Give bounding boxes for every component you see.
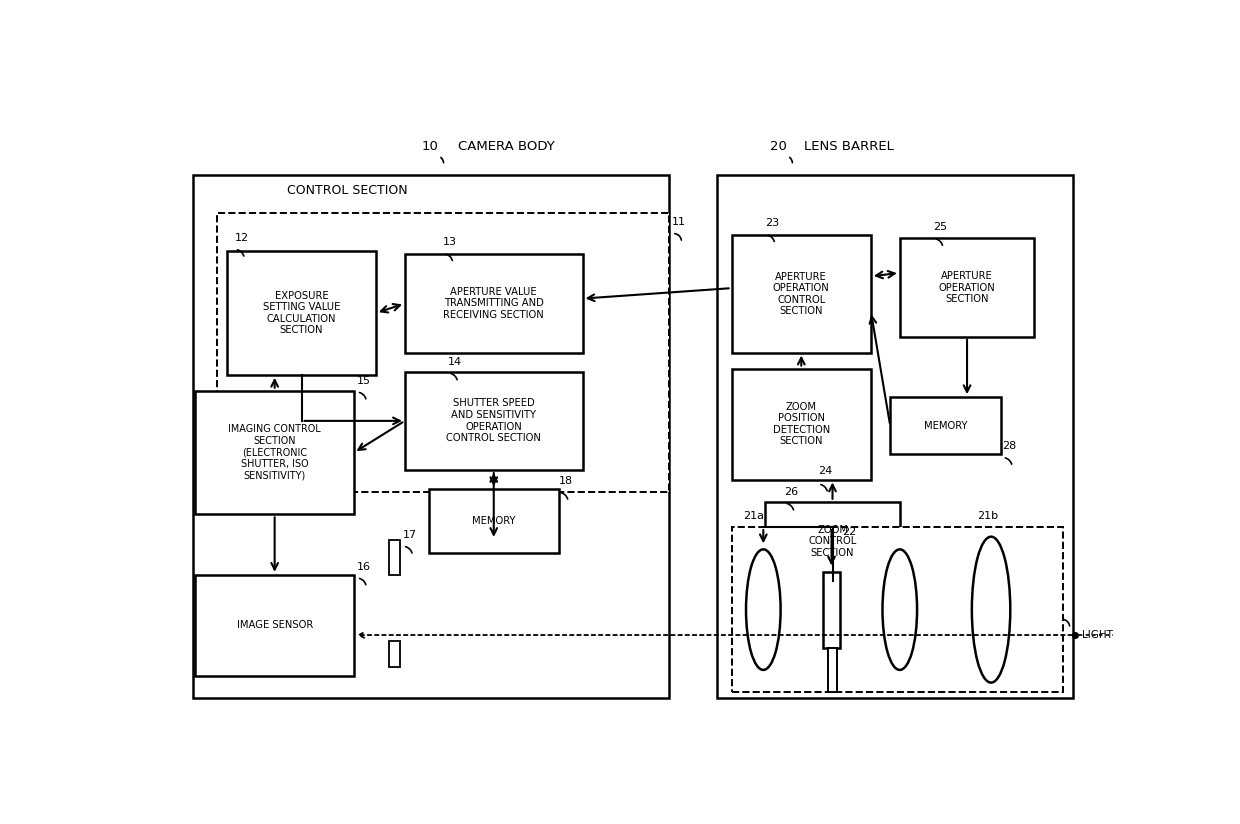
Text: MEMORY: MEMORY [472, 516, 516, 526]
Bar [404, 255, 583, 353]
Text: 26: 26 [785, 487, 799, 497]
Text: 21a: 21a [743, 511, 764, 521]
Bar [388, 641, 401, 667]
Bar [404, 372, 583, 470]
Text: 13: 13 [444, 237, 458, 247]
Bar [227, 251, 376, 375]
Text: IMAGE SENSOR: IMAGE SENSOR [237, 620, 312, 630]
Bar [732, 368, 870, 480]
Text: 12: 12 [234, 233, 249, 243]
Text: 11: 11 [672, 217, 686, 227]
Ellipse shape [972, 536, 1011, 682]
Text: CONTROL SECTION: CONTROL SECTION [286, 185, 408, 197]
Ellipse shape [746, 550, 781, 670]
Ellipse shape [883, 550, 918, 670]
Bar [196, 391, 353, 514]
Text: 22: 22 [842, 527, 857, 536]
Text: 16: 16 [357, 562, 371, 572]
Bar [732, 527, 1063, 692]
Text: APERTURE VALUE
TRANSMITTING AND
RECEIVING SECTION: APERTURE VALUE TRANSMITTING AND RECEIVIN… [444, 287, 544, 320]
Text: 20: 20 [770, 140, 787, 152]
Text: 15: 15 [357, 376, 371, 386]
Bar [900, 238, 1034, 337]
Text: 14: 14 [448, 357, 463, 367]
Text: 17: 17 [403, 530, 417, 540]
Bar [828, 648, 837, 692]
Text: MEMORY: MEMORY [924, 420, 967, 431]
Text: 24: 24 [818, 466, 832, 476]
Text: EXPOSURE
SETTING VALUE
CALCULATION
SECTION: EXPOSURE SETTING VALUE CALCULATION SECTI… [263, 291, 340, 335]
Text: LIGHT: LIGHT [1083, 630, 1114, 640]
Text: APERTURE
OPERATION
CONTROL
SECTION: APERTURE OPERATION CONTROL SECTION [773, 272, 830, 316]
Bar [732, 236, 870, 353]
Text: 10: 10 [422, 140, 439, 152]
Bar [388, 540, 401, 575]
Text: CAMERA BODY: CAMERA BODY [458, 140, 554, 152]
Text: 25: 25 [934, 222, 947, 232]
Text: 18: 18 [558, 476, 573, 486]
Text: APERTURE
OPERATION
SECTION: APERTURE OPERATION SECTION [939, 271, 996, 304]
Bar [193, 175, 670, 699]
Bar [196, 575, 353, 677]
Text: LENS BARREL: LENS BARREL [804, 140, 894, 152]
Text: 23: 23 [765, 218, 780, 228]
Bar [429, 489, 558, 553]
Text: ZOOM
POSITION
DETECTION
SECTION: ZOOM POSITION DETECTION SECTION [773, 401, 830, 447]
Text: 28: 28 [1003, 441, 1017, 451]
Text: IMAGING CONTROL
SECTION
(ELECTRONIC
SHUTTER, ISO
SENSITIVITY): IMAGING CONTROL SECTION (ELECTRONIC SHUT… [228, 424, 321, 480]
Bar [717, 175, 1073, 699]
Bar [890, 397, 1001, 454]
Text: ZOOM
CONTROL
SECTION: ZOOM CONTROL SECTION [808, 525, 857, 558]
Bar [217, 213, 670, 492]
Bar [765, 502, 900, 581]
Text: 21b: 21b [977, 511, 998, 521]
Bar [823, 572, 841, 648]
Text: SHUTTER SPEED
AND SENSITIVITY
OPERATION
CONTROL SECTION: SHUTTER SPEED AND SENSITIVITY OPERATION … [446, 399, 541, 443]
